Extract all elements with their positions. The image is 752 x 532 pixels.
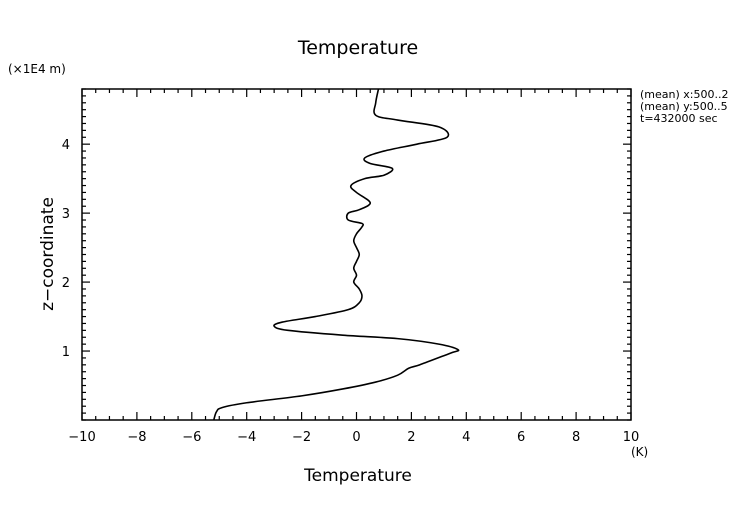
x-tick-label: 10 [623,430,640,445]
x-axis-unit: (K) [631,445,648,459]
y-tick-label: 2 [62,276,70,291]
chart-title: Temperature [297,37,418,59]
x-tick-label: 8 [572,430,580,445]
annotation-time: t=432000 sec [640,112,718,125]
y-tick-label: 1 [62,345,70,360]
temperature-series-line [212,88,460,421]
x-tick-label: −10 [68,430,95,445]
x-tick-label: 6 [517,430,525,445]
x-tick-labels: −10 −8 −6 −4 −2 0 2 4 6 8 10 [68,430,639,445]
plot-frame [81,88,632,421]
x-tick-label: −2 [292,430,311,445]
x-tick-label: 4 [462,430,470,445]
annotation-mean-y: (mean) y:500..5 [640,100,728,113]
y-axis-unit: (×1E4 m) [8,62,66,76]
y-tick-labels: 1 2 3 4 [62,138,70,360]
annotation-mean-x: (mean) x:500..2 [640,88,728,101]
x-tick-label: −4 [237,430,256,445]
x-tick-label: −6 [182,430,201,445]
axis-ticks [81,88,632,421]
y-tick-label: 3 [62,207,70,222]
y-axis-label: z−coordinate [38,197,58,311]
x-tick-label: 2 [407,430,415,445]
x-tick-label: 0 [352,430,360,445]
x-tick-label: −8 [127,430,146,445]
x-axis-label: Temperature [303,466,412,486]
y-tick-label: 4 [62,138,70,153]
